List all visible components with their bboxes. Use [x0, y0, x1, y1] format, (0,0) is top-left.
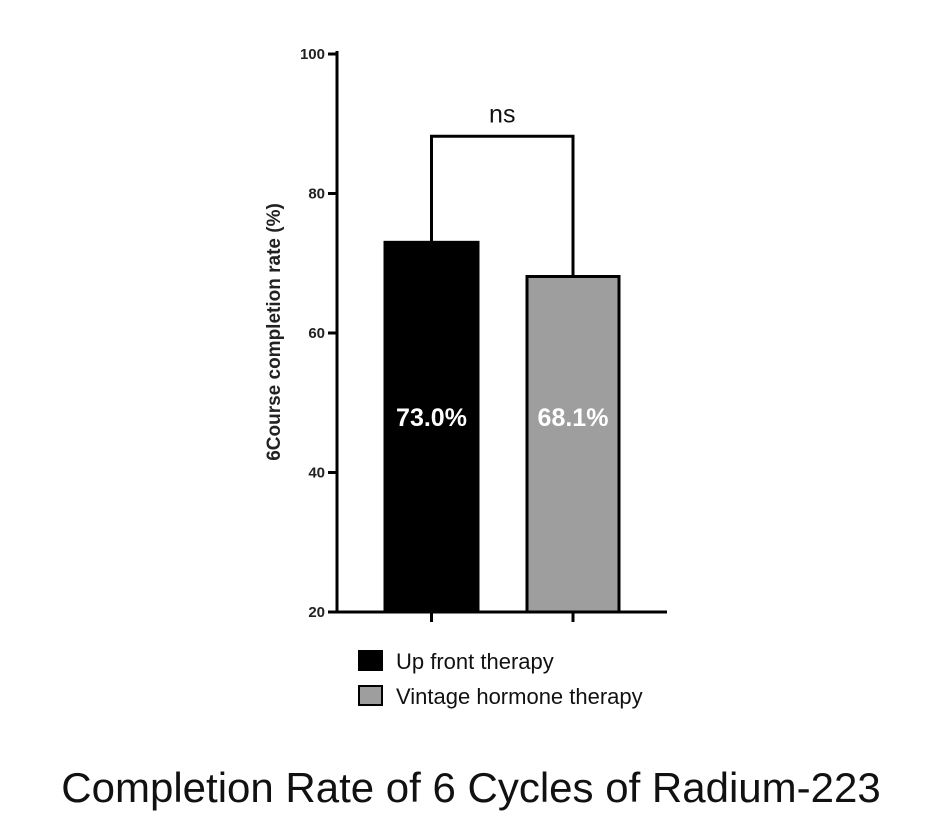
- y-tick-label: 20: [308, 604, 325, 621]
- legend-swatch: [358, 685, 383, 706]
- y-tick-label: 80: [308, 186, 325, 203]
- y-ticks: 20 40 60 80 100: [300, 46, 337, 621]
- legend: Up front therapy Vintage hormone therapy: [358, 649, 643, 709]
- chart-title: Completion Rate of 6 Cycles of Radium-22…: [61, 764, 880, 811]
- legend-label: Up front therapy: [396, 649, 554, 674]
- bar-data-label: 73.0%: [396, 404, 467, 432]
- significance-bracket: ns: [430, 100, 575, 277]
- bar-data-label: 68.1%: [538, 404, 609, 432]
- y-tick-label: 40: [308, 465, 325, 482]
- y-tick-label: 60: [308, 325, 325, 342]
- legend-swatch: [358, 650, 383, 671]
- y-axis-label: 6Course completion rate (%): [264, 203, 285, 461]
- significance-label: ns: [489, 100, 515, 128]
- legend-label: Vintage hormone therapy: [396, 684, 643, 709]
- x-ticks: [430, 612, 575, 622]
- y-axis: 20 40 60 80 100 6Course completion rate (%): [264, 46, 339, 621]
- bar-up-front-therapy: [383, 240, 480, 614]
- significance-bracket-line: [430, 134, 575, 277]
- bar-data-labels: 73.0% 68.1%: [396, 404, 608, 432]
- y-tick-label: 100: [300, 46, 325, 63]
- bars: [383, 240, 621, 614]
- bar-vintage-hormone-therapy: [525, 275, 621, 614]
